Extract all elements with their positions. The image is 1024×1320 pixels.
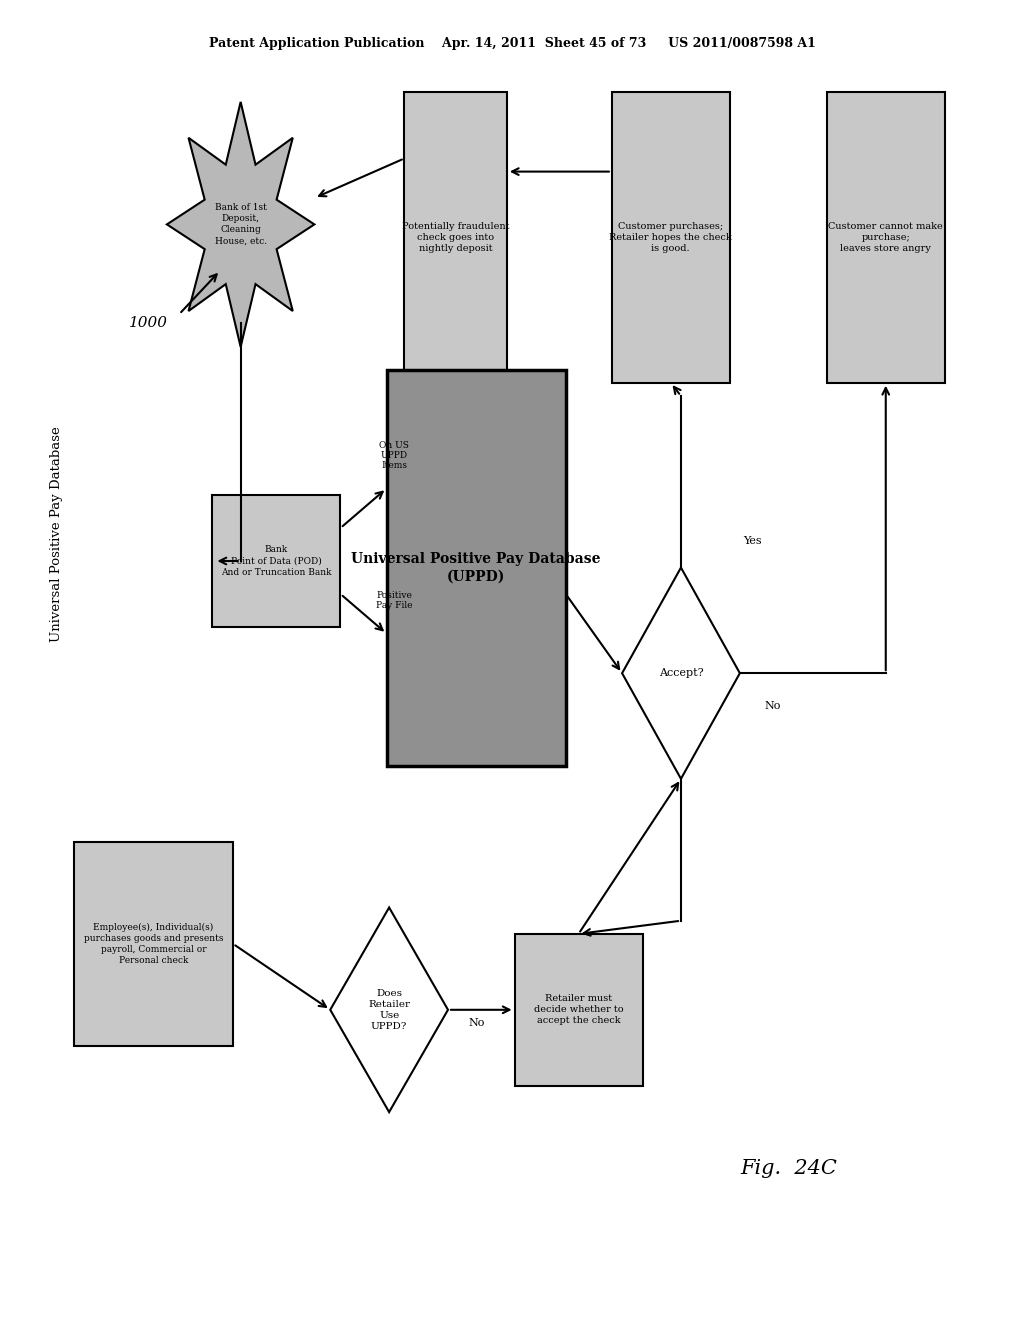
Text: Bank of 1st
Deposit,
Cleaning
House, etc.: Bank of 1st Deposit, Cleaning House, etc… bbox=[215, 203, 266, 246]
FancyBboxPatch shape bbox=[612, 92, 729, 383]
Text: Universal Positive Pay Database: Universal Positive Pay Database bbox=[50, 426, 62, 643]
FancyBboxPatch shape bbox=[514, 935, 643, 1085]
Text: Does
Retailer
Use
UPPD?: Does Retailer Use UPPD? bbox=[368, 989, 411, 1031]
Text: Bank
Point of Data (POD)
And or Truncation Bank: Bank Point of Data (POD) And or Truncati… bbox=[221, 545, 332, 577]
Polygon shape bbox=[623, 568, 739, 779]
Text: Fig.  24C: Fig. 24C bbox=[740, 1159, 837, 1177]
FancyBboxPatch shape bbox=[387, 370, 565, 766]
Text: Universal Positive Pay Database
(UPPD): Universal Positive Pay Database (UPPD) bbox=[351, 552, 601, 583]
Polygon shape bbox=[167, 102, 314, 347]
Text: Patent Application Publication    Apr. 14, 2011  Sheet 45 of 73     US 2011/0087: Patent Application Publication Apr. 14, … bbox=[209, 37, 815, 50]
Text: Positive
Pay File: Positive Pay File bbox=[376, 591, 413, 610]
Text: Accept?: Accept? bbox=[658, 668, 703, 678]
Text: On US
UPPD
Items: On US UPPD Items bbox=[379, 441, 410, 470]
Text: Potentially fraudulent
check goes into
nightly deposit: Potentially fraudulent check goes into n… bbox=[402, 222, 509, 253]
Text: Employee(s), Individual(s)
purchases goods and presents
payroll, Commercial or
P: Employee(s), Individual(s) purchases goo… bbox=[84, 923, 223, 965]
Text: Customer cannot make
purchase;
leaves store angry: Customer cannot make purchase; leaves st… bbox=[828, 222, 943, 253]
FancyBboxPatch shape bbox=[74, 842, 232, 1045]
FancyBboxPatch shape bbox=[827, 92, 944, 383]
Text: Retailer must
decide whether to
accept the check: Retailer must decide whether to accept t… bbox=[534, 994, 624, 1026]
Text: Yes: Yes bbox=[743, 536, 762, 546]
FancyBboxPatch shape bbox=[213, 495, 340, 627]
Text: 1000: 1000 bbox=[129, 317, 168, 330]
Text: No: No bbox=[765, 701, 781, 711]
FancyBboxPatch shape bbox=[404, 92, 507, 383]
Text: Customer purchases;
Retailer hopes the check
is good.: Customer purchases; Retailer hopes the c… bbox=[609, 222, 732, 253]
Polygon shape bbox=[330, 908, 449, 1111]
Text: No: No bbox=[468, 1018, 484, 1028]
